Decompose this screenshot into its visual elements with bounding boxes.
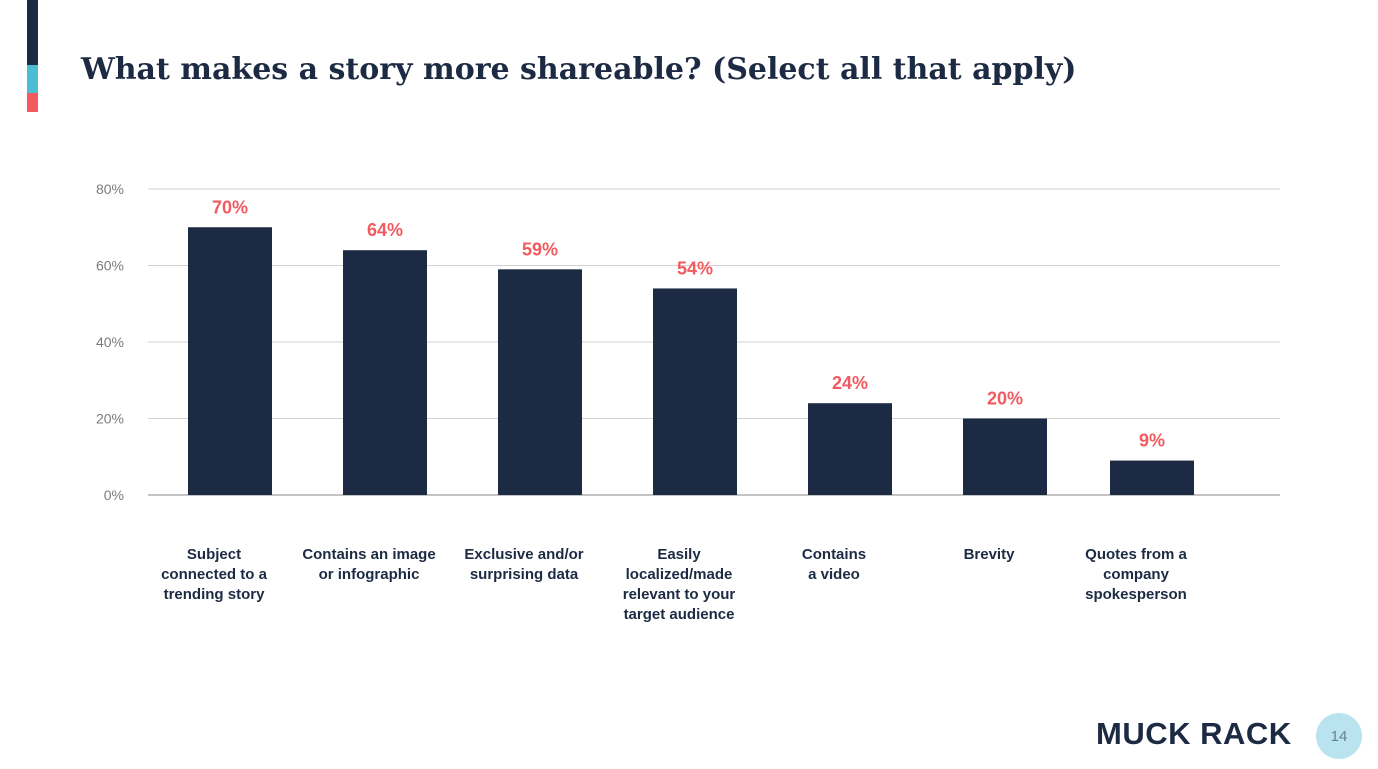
- x-category-label: Quotes from a company spokesperson: [1056, 545, 1216, 605]
- x-category-label-line: Subject: [186, 546, 242, 563]
- x-category-label-line: target audience: [623, 606, 735, 623]
- x-category-label: Subject connected to a trending story: [134, 545, 294, 605]
- y-tick-label: 80%: [96, 181, 124, 197]
- y-tick-label: 40%: [96, 334, 124, 350]
- accent-stripe-coral: [27, 93, 38, 112]
- bar: [653, 288, 737, 495]
- y-tick-label: 20%: [96, 411, 124, 427]
- accent-stripe-teal: [27, 65, 38, 93]
- bar: [963, 418, 1047, 495]
- x-category-label: Brevity: [909, 545, 1069, 565]
- x-category-label-line: surprising data: [469, 566, 579, 583]
- y-tick-label: 60%: [96, 258, 124, 274]
- data-label: 9%: [1139, 431, 1165, 451]
- y-tick-label: 0%: [104, 487, 124, 503]
- data-label: 54%: [677, 258, 713, 278]
- x-category-label-line: company: [1103, 566, 1169, 583]
- x-category-label: Easily localized/made relevant to your targ…: [599, 545, 759, 625]
- x-category-label-line: Quotes from a: [1085, 546, 1187, 563]
- accent-stripe-navy: [27, 0, 38, 65]
- x-category-label-line: connected to a: [161, 566, 267, 583]
- data-label: 24%: [832, 373, 868, 393]
- slide-title: What makes a story more shareable? (Sele…: [81, 52, 1077, 87]
- x-category-label: Contains a video: [754, 545, 914, 585]
- x-category-label-line: Exclusive and/or: [464, 546, 584, 563]
- data-label: 64%: [367, 220, 403, 240]
- x-category-label-line: Contains: [801, 546, 867, 563]
- x-category-label-line: a video: [808, 566, 860, 583]
- bar: [498, 269, 582, 495]
- x-category-label: Contains an image or infographic: [289, 545, 449, 585]
- bar: [188, 227, 272, 495]
- x-category-label-line: relevant to your: [622, 586, 736, 603]
- x-category-label-line: Easily: [657, 546, 701, 563]
- data-label: 59%: [522, 239, 558, 259]
- page-number-badge: 14: [1316, 713, 1362, 759]
- muck-rack-logo: MUCK RACK: [1096, 716, 1292, 751]
- data-label: 70%: [212, 197, 248, 217]
- x-category-label-line: or infographic: [318, 566, 420, 583]
- bar: [808, 403, 892, 495]
- data-label: 20%: [987, 389, 1023, 409]
- x-category-label-line: Brevity: [963, 546, 1015, 563]
- bar: [1110, 460, 1194, 495]
- page-number: 14: [1330, 727, 1348, 745]
- x-category-label-line: Contains an image: [302, 546, 436, 563]
- x-category-label: Exclusive and/or surprising data: [444, 545, 604, 585]
- bar: [343, 250, 427, 495]
- x-category-label-line: spokesperson: [1085, 586, 1187, 603]
- x-category-label-line: trending story: [163, 586, 265, 603]
- x-category-label-line: localized/made: [625, 566, 733, 583]
